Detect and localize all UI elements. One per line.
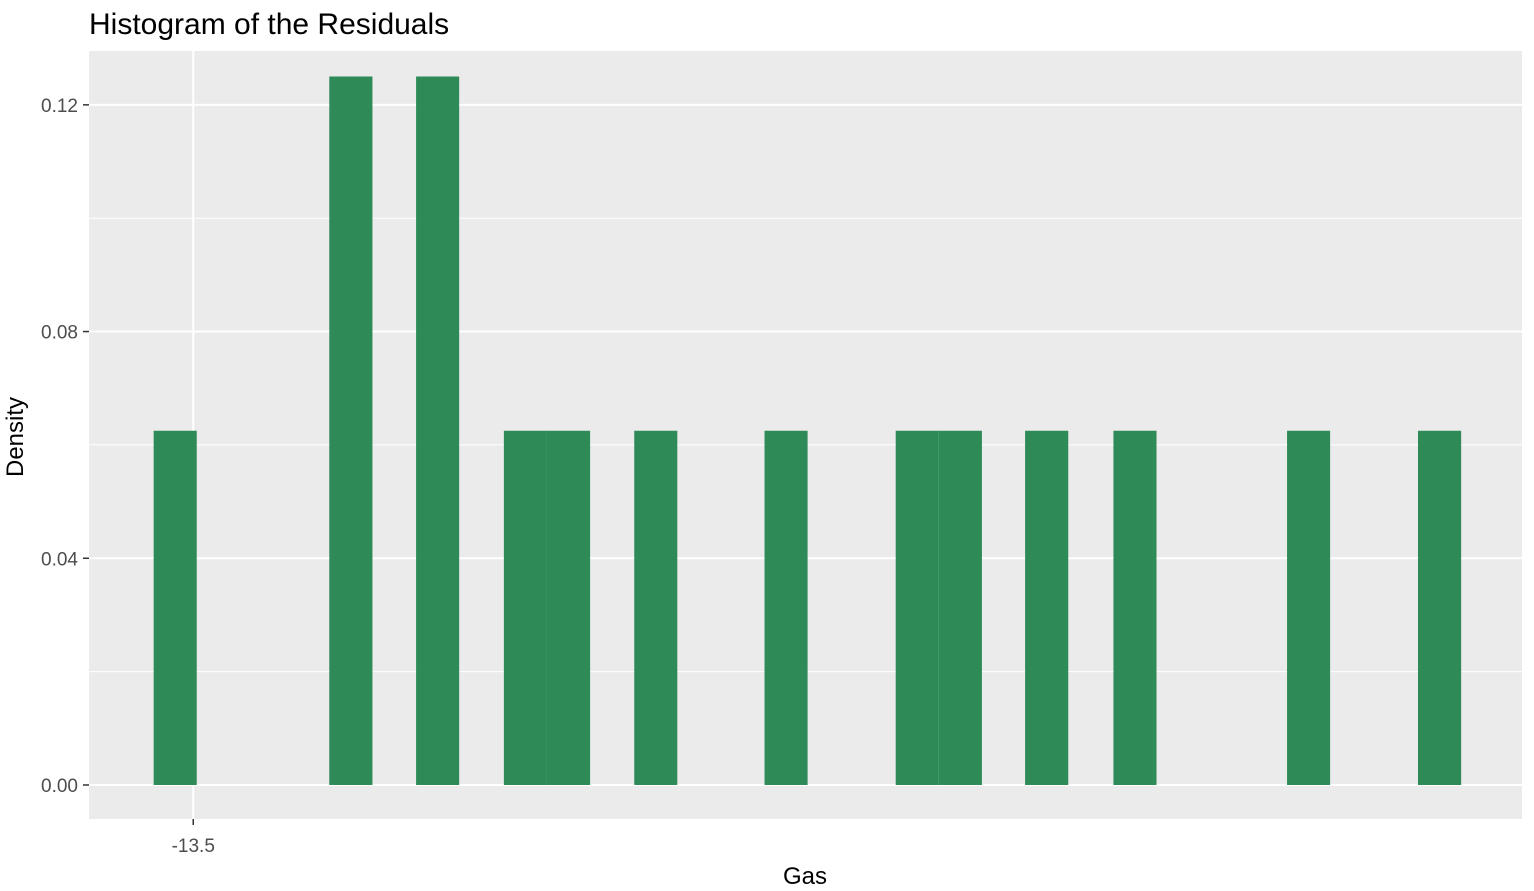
- y-axis-title: Density: [2, 397, 29, 477]
- y-tick-label: 0.12: [41, 96, 78, 117]
- histogram-bar: [416, 76, 460, 785]
- histogram-bar: [503, 430, 547, 785]
- y-axis-ticks: 0.00 0.04 0.08 0.12: [41, 96, 89, 797]
- histogram-bars: [153, 76, 1462, 785]
- histogram-bar: [1417, 430, 1462, 785]
- histogram-bar: [153, 430, 197, 785]
- histogram-bar: [329, 76, 373, 785]
- histogram-bar: [634, 430, 678, 785]
- histogram-bar: [764, 430, 808, 785]
- histogram-bar: [895, 430, 939, 785]
- histogram-bar: [1287, 430, 1331, 785]
- y-tick-label: 0.04: [41, 549, 78, 570]
- histogram-bar: [1113, 430, 1157, 785]
- histogram-bar: [938, 430, 982, 785]
- x-tick-label: -13.5: [172, 836, 215, 857]
- y-tick-label: 0.08: [41, 323, 78, 344]
- y-tick-label: 0.00: [41, 776, 78, 797]
- x-axis-ticks: -13.5: [172, 819, 215, 857]
- x-axis-title: Gas: [783, 863, 827, 890]
- chart-title: Histogram of the Residuals: [89, 8, 449, 41]
- histogram-bar: [546, 430, 591, 785]
- histogram-bar: [1025, 430, 1069, 785]
